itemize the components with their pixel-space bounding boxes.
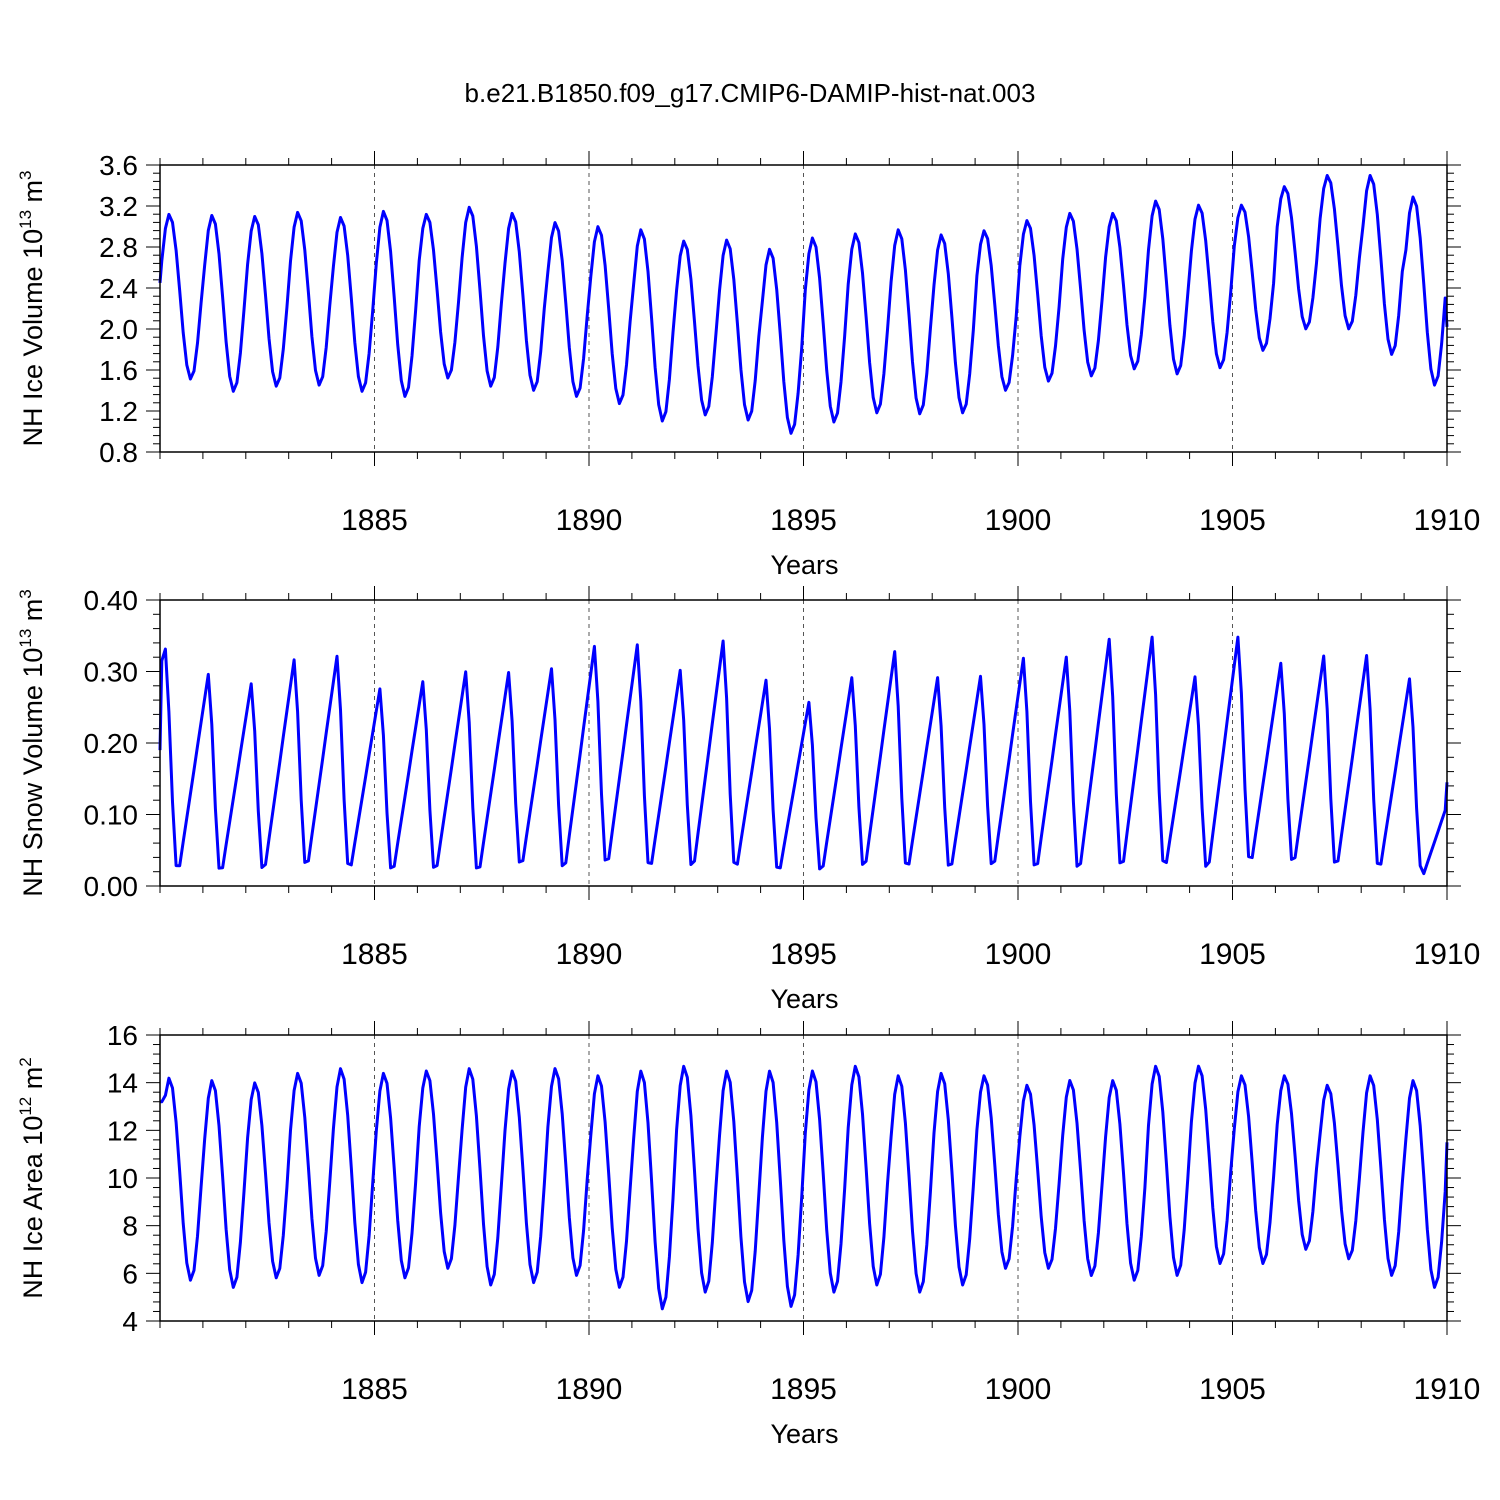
x-tick-label: 1890 xyxy=(556,1373,623,1406)
y-tick-label: 3.2 xyxy=(99,191,138,222)
plot-frame xyxy=(159,164,1448,453)
x-axis-label: Years xyxy=(770,550,838,580)
x-tick-label: 1905 xyxy=(1199,1373,1266,1406)
x-axis-label: Years xyxy=(770,1419,838,1449)
y-tick-label: 0.40 xyxy=(84,585,139,616)
x-tick-label: 1900 xyxy=(985,1373,1052,1406)
y-axis-label: NH Ice Area 1012 m2 xyxy=(16,1057,48,1298)
y-tick-label: 2.8 xyxy=(99,232,138,263)
x-tick-label: 1885 xyxy=(341,504,408,537)
y-tick-label: 3.6 xyxy=(99,150,138,181)
y-tick-label: 12 xyxy=(107,1115,138,1146)
plot-frame xyxy=(159,1034,1448,1322)
x-tick-label: 1910 xyxy=(1414,1373,1481,1406)
y-tick-label: 0.20 xyxy=(84,728,139,759)
plot-frame xyxy=(159,599,1448,887)
x-tick-label: 1895 xyxy=(770,1373,837,1406)
x-tick-label: 1885 xyxy=(341,1373,408,1406)
x-tick-label: 1905 xyxy=(1199,938,1266,971)
x-tick-label: 1900 xyxy=(985,504,1052,537)
series-line xyxy=(158,635,1449,876)
y-tick-label: 0.30 xyxy=(84,657,139,688)
y-tick-label: 0.8 xyxy=(99,437,138,468)
figure-title: b.e21.B1850.f09_g17.CMIP6-DAMIP-hist-nat… xyxy=(465,78,1036,108)
panel-nh-ice-area: 4 6 8 10 12 14 16 1885 1890 1895 1900 1905 1910 Years… xyxy=(16,1020,1480,1449)
x-tick-label: 1900 xyxy=(985,938,1052,971)
x-tick-label: 1905 xyxy=(1199,504,1266,537)
y-tick-label: 1.6 xyxy=(99,355,138,386)
x-axis-label: Years xyxy=(770,984,838,1014)
x-tick-label: 1895 xyxy=(770,938,837,971)
series-line xyxy=(158,174,1449,435)
y-axis-label: NH Snow Volume 1013 m3 xyxy=(16,589,48,897)
x-tick-label: 1895 xyxy=(770,504,837,537)
y-tick-label: 2.0 xyxy=(99,314,138,345)
x-tick-label: 1890 xyxy=(556,938,623,971)
y-tick-label: 1.2 xyxy=(99,396,138,427)
y-tick-label: 6 xyxy=(122,1258,138,1289)
panel-nh-snow-volume: 0.00 0.10 0.20 0.30 0.40 1885 1890 1895 1900 1905… xyxy=(16,585,1480,1014)
series-line xyxy=(160,1064,1449,1311)
y-tick-label: 0.10 xyxy=(84,800,139,831)
y-tick-label: 14 xyxy=(107,1068,138,1099)
y-tick-label: 10 xyxy=(107,1163,138,1194)
y-tick-label: 2.4 xyxy=(99,273,138,304)
x-tick-label: 1910 xyxy=(1414,504,1481,537)
y-axis-label: NH Ice Volume 1013 m3 xyxy=(16,171,48,447)
y-tick-label: 8 xyxy=(122,1211,138,1242)
x-tick-label: 1885 xyxy=(341,938,408,971)
x-tick-label: 1890 xyxy=(556,504,623,537)
y-tick-label: 16 xyxy=(107,1020,138,1051)
x-tick-label: 1910 xyxy=(1414,938,1481,971)
y-tick-label: 4 xyxy=(122,1306,138,1337)
y-tick-label: 0.00 xyxy=(84,871,139,902)
panel-nh-ice-volume: 0.8 1.2 1.6 2.0 2.4 2.8 3.2 3.6 1885 1890 1895 1900… xyxy=(16,150,1480,580)
